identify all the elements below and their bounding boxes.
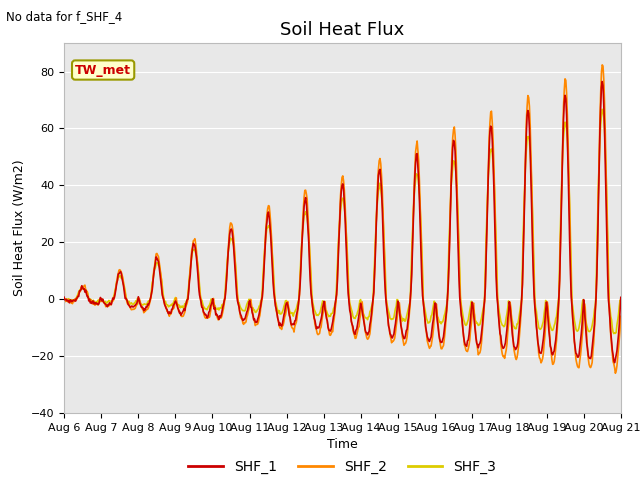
Title: Soil Heat Flux: Soil Heat Flux: [280, 21, 404, 39]
X-axis label: Time: Time: [327, 438, 358, 451]
Y-axis label: Soil Heat Flux (W/m2): Soil Heat Flux (W/m2): [12, 160, 25, 296]
Legend: SHF_1, SHF_2, SHF_3: SHF_1, SHF_2, SHF_3: [183, 455, 502, 480]
Text: No data for f_SHF_4: No data for f_SHF_4: [6, 10, 123, 23]
Text: TW_met: TW_met: [75, 63, 131, 76]
